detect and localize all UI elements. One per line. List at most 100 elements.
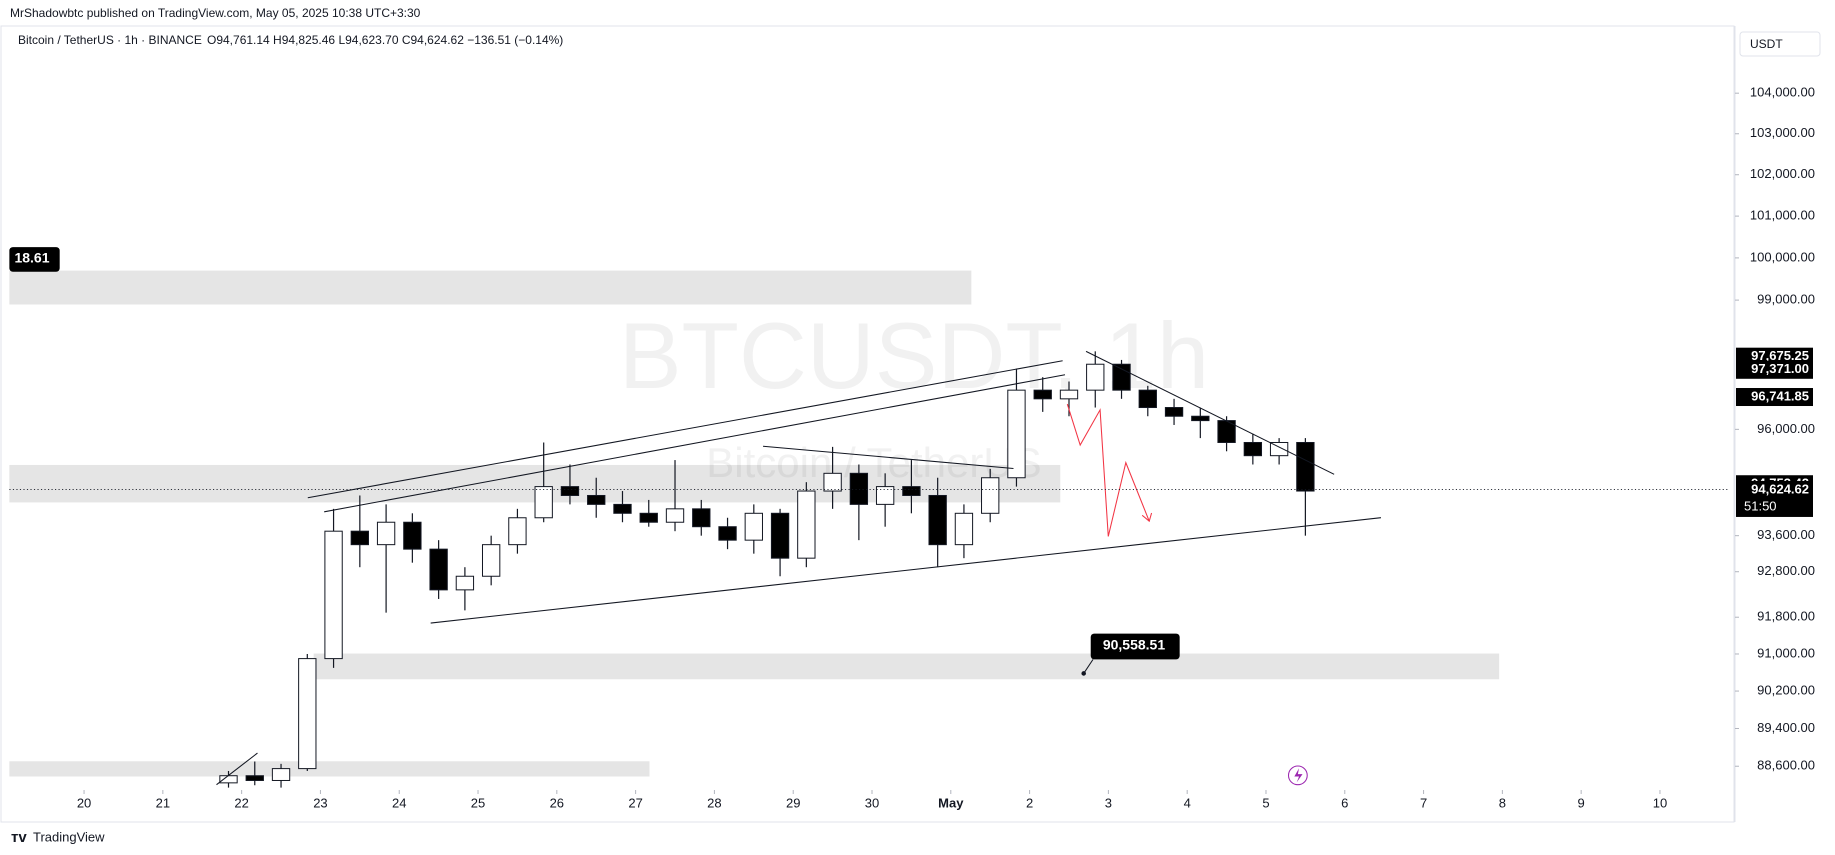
candle-body [1191,415,1210,422]
alert-bolt [1294,768,1303,783]
candle-body [692,508,711,528]
x-tick-label: 22 [234,795,248,810]
price-label: 94,624.62 [1751,481,1809,496]
candle-body [770,512,790,559]
candle-body [298,658,317,770]
x-tick-label: 28 [707,795,721,810]
trendline [216,752,258,786]
chart-frame [0,25,1735,823]
x-tick-label: 7 [1420,795,1427,810]
x-tick-label: 25 [471,795,485,810]
y-tick-label: 96,000.00 [1757,421,1815,436]
x-tick-label: 21 [156,795,170,810]
candle-body [823,472,842,492]
price-label-box [1736,480,1813,517]
candle-body [587,494,606,505]
currency[interactable]: USDT [1750,37,1783,51]
projection-path [1066,403,1150,537]
candle-body [954,512,974,546]
candle-body [219,775,238,784]
candles [219,351,1315,788]
candle-body [613,503,632,514]
candle-body [1296,441,1315,492]
left-label: 18.61 [14,250,49,266]
y-tick-label: 90,200.00 [1757,683,1815,698]
y-tick-label: 99,000.00 [1757,292,1815,307]
left-label-box [9,247,60,272]
candle-body [481,544,501,577]
y-tick-label: 104,000.00 [1750,85,1815,100]
candle-body [639,512,658,523]
currency-box[interactable] [1739,31,1821,57]
watermark: BTCUSDT, 1h [619,303,1209,408]
y-tick-label: 100,000.00 [1750,249,1815,264]
y-tick-label: 101,000.00 [1750,208,1815,223]
trendline [1085,350,1335,475]
candle-body [271,768,291,781]
x-tick-label: 4 [1184,795,1191,810]
y-tick-label: 88,600.00 [1757,758,1815,773]
price-label: 97,371.00 [1751,361,1809,376]
candle-body [1007,389,1026,479]
y-tick-label: 103,000.00 [1750,125,1815,140]
candle-body [429,548,448,591]
y-tick-label: 102,000.00 [1750,166,1815,181]
zone [9,761,650,777]
candle-body [718,526,737,541]
price-label: 96,741.85 [1751,388,1809,403]
x-tick-label: 30 [865,795,879,810]
publisher-line: MrShadowbtc published on TradingView.com… [10,6,421,20]
candle-body [744,512,763,541]
price-label-box [1736,360,1813,379]
candle-body [560,486,580,496]
symbol-title: Bitcoin / TetherUS · 1h · BINANCE [18,33,202,47]
x-tick-label: 27 [628,795,642,810]
candle-body [902,486,921,496]
candle-body [350,530,370,546]
candle-body [797,490,816,559]
ohlc-line: O94,761.14 H94,825.46 L94,623.70 C94,624… [207,33,563,47]
x-tick-label: 8 [1499,795,1506,810]
candle-body [665,508,685,523]
x-tick-label: 2 [1026,795,1033,810]
candle-body [455,575,475,591]
countdown: 51:50 [1744,498,1777,513]
x-tick-label: May [938,795,964,810]
candle-body [875,486,895,505]
axes: 104,000.00 103,000.00 102,000.00 101,000.00… [77,85,1815,811]
y-tick-label: 91,000.00 [1757,645,1815,660]
candle-body [849,472,869,505]
candle-body [376,521,396,546]
zone [9,270,972,305]
x-tick-label: 9 [1578,795,1585,810]
candle-body [928,494,947,546]
brand-logo: ᴛᴠ [11,829,27,846]
trendline [430,517,1382,624]
candle-body [1059,389,1079,400]
x-tick-label: 24 [392,795,406,810]
callout-pointer [1083,659,1094,674]
y-tick-label: 93,600.00 [1757,527,1815,542]
x-tick-label: 3 [1105,795,1112,810]
trendline [324,374,1066,513]
candle-body [245,775,264,781]
x-tick-label: 6 [1341,795,1348,810]
trendline [762,445,1014,470]
candle-body [1033,389,1052,400]
x-tick-label: 29 [786,795,800,810]
candle-body [1138,389,1157,409]
price-label-box [1736,388,1813,407]
alert-icon[interactable] [1287,765,1308,786]
y-tick-label: 89,400.00 [1757,720,1815,735]
x-tick-label: 20 [77,795,91,810]
candle-body [534,486,553,519]
trendline [307,360,1063,499]
callout-label: 90,558.51 [1103,637,1165,653]
callout-box [1090,633,1180,660]
candle-body [1243,441,1263,457]
candle-body [508,517,527,546]
trendlines [9,247,1730,786]
brand: TradingView [33,829,105,844]
